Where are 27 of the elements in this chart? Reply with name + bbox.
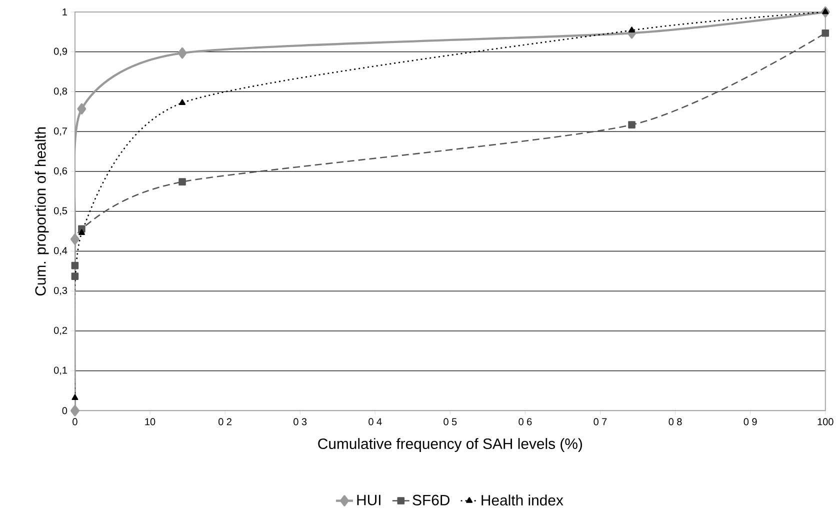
y-tick-label: 1: [62, 8, 67, 16]
x-tick-label: 0 2: [218, 418, 232, 426]
y-tick-label: 0,4: [54, 247, 68, 256]
y-tick-label: 0,8: [54, 88, 68, 96]
x-tick-label: 10: [145, 418, 156, 426]
x-tick-label: 0 7: [594, 418, 607, 426]
x-axis-title: Cumulative frequency of SAH levels (%): [318, 438, 582, 452]
y-tick-label: 0: [62, 407, 68, 414]
legend-label: Health index: [482, 494, 564, 506]
y-tick-label: 0,1: [54, 366, 67, 376]
y-tick-label: 0,2: [54, 327, 67, 336]
x-tick-label: 0: [72, 418, 78, 426]
x-tick-label: 0 8: [668, 418, 682, 426]
legend-label: HUI: [357, 495, 380, 506]
x-tick-label: 0 9: [744, 418, 757, 426]
y-tick-label: 0,9: [54, 48, 67, 56]
x-tick-label: 0 3: [294, 418, 307, 426]
y-axis-title: Cum. proportion of health: [34, 128, 49, 296]
y-tick-label: 0,6: [54, 168, 68, 176]
y-tick-label: 0,3: [54, 287, 68, 296]
x-tick-label: 0 6: [518, 418, 532, 426]
legend-label: SF6D: [412, 494, 450, 506]
x-tick-label: 100: [818, 418, 834, 426]
y-tick-label: 0,7: [54, 128, 67, 136]
x-tick-label: 0 4: [368, 418, 382, 426]
x-tick-label: 0 5: [444, 418, 457, 426]
y-tick-label: 0,5: [54, 207, 68, 216]
